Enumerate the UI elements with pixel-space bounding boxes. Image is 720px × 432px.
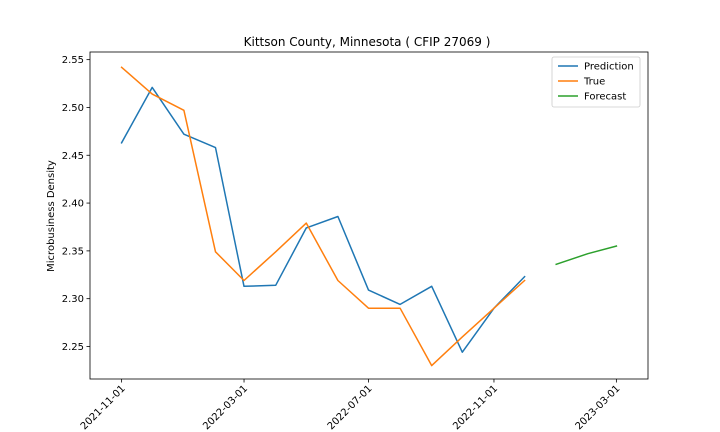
- data-point-true: [214, 250, 217, 253]
- data-point-prediction: [151, 86, 154, 89]
- data-point-prediction: [120, 141, 123, 144]
- data-point-forecast: [615, 245, 618, 248]
- data-point-prediction: [523, 275, 526, 278]
- data-point-true: [493, 307, 496, 310]
- legend-label-true: True: [583, 77, 605, 88]
- series-layer: [120, 66, 618, 367]
- legend-label-forecast: Forecast: [584, 92, 626, 103]
- plot-frame: [89, 51, 649, 380]
- data-point-true: [461, 335, 464, 338]
- series-line-forecast: [555, 245, 618, 266]
- data-point-prediction: [182, 133, 185, 136]
- y-axis: 2.25 2.30 2.35 2.40 2.45 2.50 2.55: [62, 55, 90, 353]
- data-point-true: [151, 93, 154, 96]
- y-tick-label: 2.40: [62, 199, 84, 210]
- series-line-true: [120, 66, 526, 367]
- data-point-true: [399, 307, 402, 310]
- data-point-prediction: [214, 146, 217, 149]
- data-point-prediction: [274, 284, 277, 287]
- data-point-forecast: [555, 263, 558, 266]
- data-point-true: [182, 109, 185, 112]
- data-point-forecast: [586, 252, 589, 255]
- y-tick-label: 2.25: [62, 342, 84, 353]
- legend-label-prediction: Prediction: [584, 62, 634, 73]
- chart-title: Kittson County, Minnesota ( CFIP 27069 ): [244, 35, 491, 49]
- data-point-prediction: [336, 215, 339, 218]
- y-tick-label: 2.45: [62, 151, 84, 162]
- data-point-prediction: [430, 285, 433, 288]
- data-point-true: [274, 250, 277, 253]
- y-tick-label: 2.30: [62, 294, 84, 305]
- legend: Prediction True Forecast: [551, 56, 641, 108]
- data-point-true: [243, 279, 246, 282]
- data-point-true: [305, 222, 308, 225]
- data-point-true: [336, 279, 339, 282]
- y-axis-label: Microbusiness Density: [46, 160, 57, 272]
- data-point-true: [523, 279, 526, 282]
- data-point-prediction: [399, 303, 402, 306]
- data-point-true: [430, 364, 433, 367]
- y-tick-label: 2.50: [62, 103, 84, 114]
- data-point-prediction: [461, 351, 464, 354]
- y-tick-label: 2.55: [62, 55, 84, 66]
- data-point-true: [120, 66, 123, 69]
- data-point-prediction: [305, 226, 308, 229]
- data-point-true: [367, 307, 370, 310]
- y-tick-label: 2.35: [62, 246, 84, 257]
- data-point-prediction: [367, 289, 370, 292]
- legend-box: [551, 56, 641, 108]
- data-point-prediction: [243, 285, 246, 288]
